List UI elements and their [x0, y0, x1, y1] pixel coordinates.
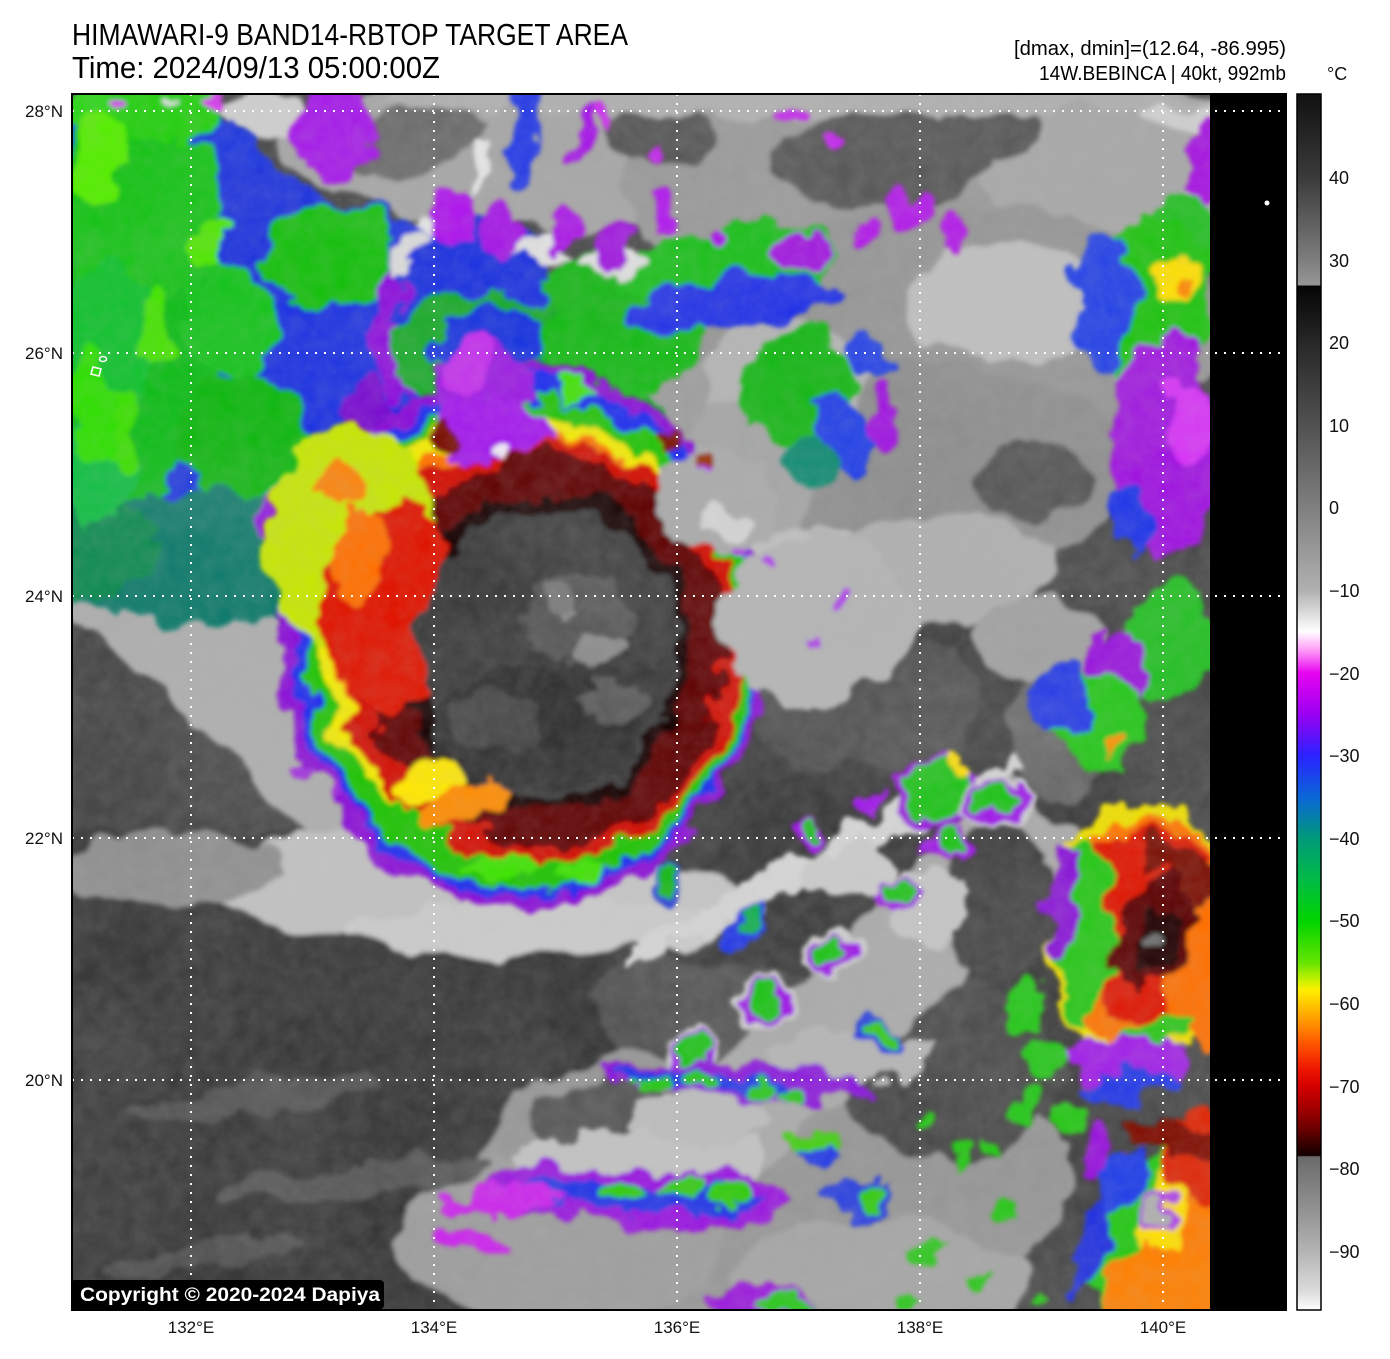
- svg-text:138°E: 138°E: [897, 1318, 944, 1337]
- svg-text:22°N: 22°N: [25, 829, 63, 848]
- svg-text:20°N: 20°N: [25, 1071, 63, 1090]
- svg-text:−50: −50: [1329, 911, 1360, 931]
- svg-text:−60: −60: [1329, 994, 1360, 1014]
- svg-text:136°E: 136°E: [654, 1318, 701, 1337]
- svg-text:−90: −90: [1329, 1242, 1360, 1262]
- svg-text:−40: −40: [1329, 829, 1360, 849]
- svg-text:−80: −80: [1329, 1159, 1360, 1179]
- svg-text:28°N: 28°N: [25, 102, 63, 121]
- svg-text:Time: 2024/09/13 05:00:00Z: Time: 2024/09/13 05:00:00Z: [72, 50, 440, 85]
- svg-text:−10: −10: [1329, 581, 1360, 601]
- svg-text:14W.BEBINCA | 40kt, 992mb: 14W.BEBINCA | 40kt, 992mb: [1039, 63, 1286, 85]
- svg-text:24°N: 24°N: [25, 587, 63, 606]
- svg-text:30: 30: [1329, 251, 1349, 271]
- svg-text:°C: °C: [1327, 64, 1347, 84]
- svg-text:−30: −30: [1329, 746, 1360, 766]
- svg-text:20: 20: [1329, 333, 1349, 353]
- svg-text:[dmax, dmin]=(12.64, -86.995): [dmax, dmin]=(12.64, -86.995): [1014, 38, 1286, 60]
- svg-text:−20: −20: [1329, 664, 1360, 684]
- svg-text:Copyright © 2020-2024 Dapiya: Copyright © 2020-2024 Dapiya: [80, 1285, 380, 1306]
- svg-text:−70: −70: [1329, 1077, 1360, 1097]
- svg-text:140°E: 140°E: [1140, 1318, 1187, 1337]
- svg-text:40: 40: [1329, 168, 1349, 188]
- svg-text:10: 10: [1329, 416, 1349, 436]
- svg-text:0: 0: [1329, 498, 1339, 518]
- svg-text:134°E: 134°E: [411, 1318, 458, 1337]
- svg-text:132°E: 132°E: [168, 1318, 215, 1337]
- svg-text:HIMAWARI-9 BAND14-RBTOP TARGET: HIMAWARI-9 BAND14-RBTOP TARGET AREA: [72, 17, 628, 52]
- svg-text:26°N: 26°N: [25, 344, 63, 363]
